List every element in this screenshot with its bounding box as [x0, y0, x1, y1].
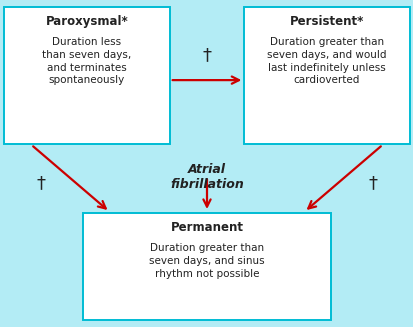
Text: Duration greater than
seven days, and would
last indefinitely unless
cardioverte: Duration greater than seven days, and wo…	[267, 37, 386, 85]
Text: Persistent*: Persistent*	[289, 15, 363, 28]
Text: Atrial
fibrillation: Atrial fibrillation	[170, 163, 243, 191]
Text: Permanent: Permanent	[170, 221, 243, 234]
Text: †: †	[367, 174, 376, 192]
Text: †: †	[37, 174, 46, 192]
Text: Duration less
than seven days,
and terminates
spontaneously: Duration less than seven days, and termi…	[42, 37, 131, 85]
Text: Duration greater than
seven days, and sinus
rhythm not possible: Duration greater than seven days, and si…	[149, 243, 264, 279]
FancyBboxPatch shape	[4, 7, 169, 144]
Text: †: †	[202, 46, 211, 65]
FancyBboxPatch shape	[83, 213, 330, 320]
FancyBboxPatch shape	[244, 7, 409, 144]
Text: Paroxysmal*: Paroxysmal*	[45, 15, 128, 28]
